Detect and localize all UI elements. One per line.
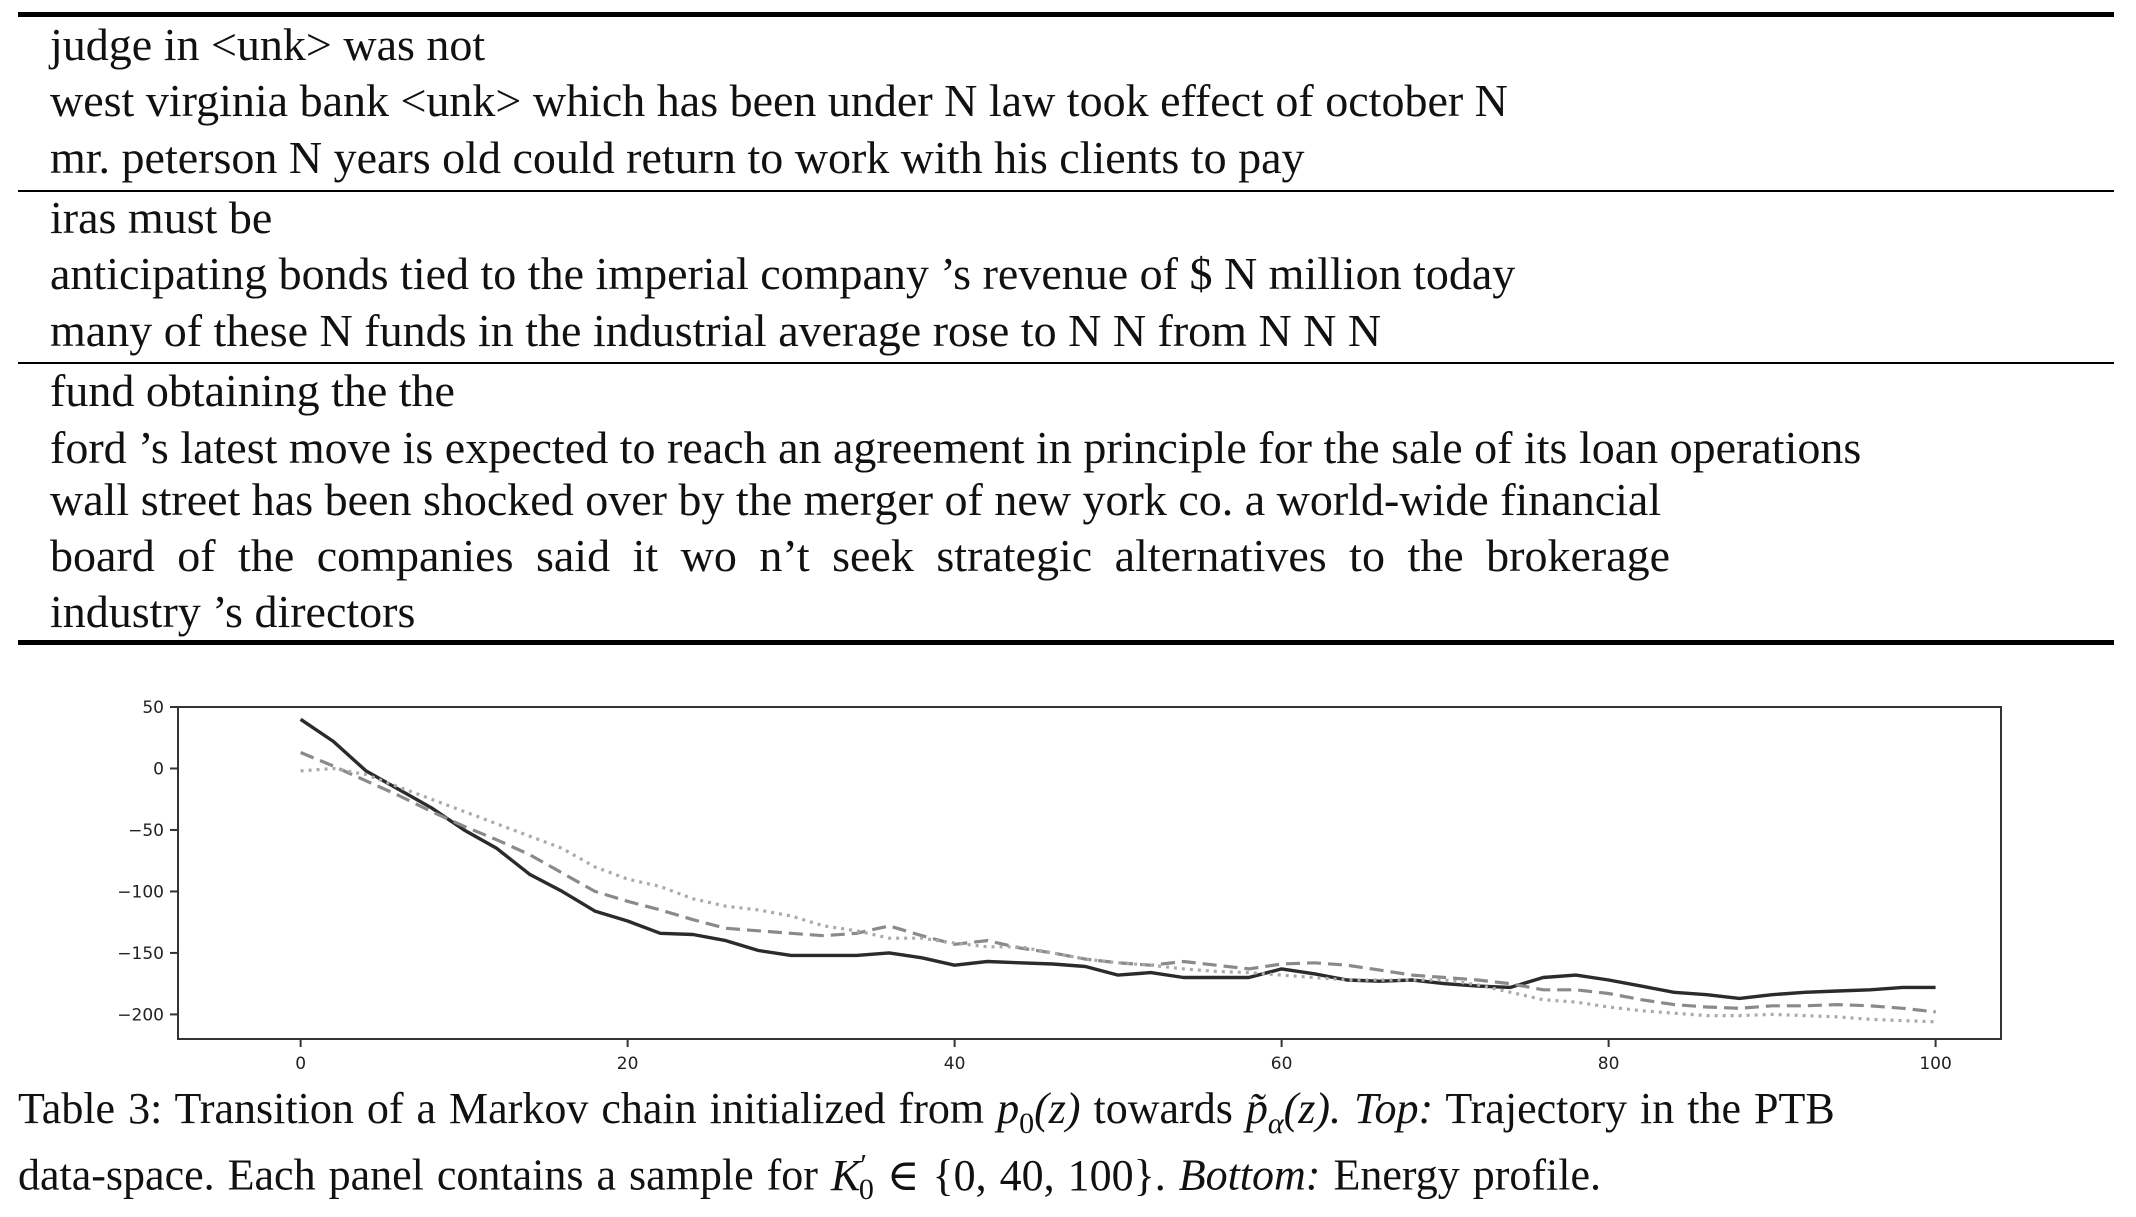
caption-text: data-space. Each panel contains a sample… [18, 1150, 818, 1200]
math-ptilde: p̃α(z). [1245, 1084, 1342, 1140]
series-layer [299, 717, 1936, 1024]
y-tick-label: −50 [128, 821, 164, 841]
y-axis: 50 0 −50 −100 −150 −200 [117, 698, 178, 1025]
x-tick-label: 20 [617, 1054, 639, 1070]
table-top-rule [18, 12, 2114, 17]
sample-line: iras must be [50, 192, 273, 243]
y-tick-label: 50 [142, 698, 164, 718]
x-tick-label: 100 [1919, 1054, 1951, 1070]
caption-top-label: Top: [1354, 1084, 1434, 1133]
math-k0: K′0 ∈ {0, 40, 100}. [830, 1148, 1166, 1207]
energy-profile-chart: 50 0 −50 −100 −150 −200 0 20 40 60 80 100 [117, 698, 2002, 1070]
caption-text: Energy profile. [1333, 1150, 1602, 1200]
sample-line: ford ’s latest move is expected to reach… [50, 422, 1862, 473]
table-bottom-rule [18, 640, 2114, 645]
sample-line: board of the companies said it wo n’t se… [50, 530, 1671, 581]
y-tick-label: 0 [153, 759, 164, 779]
panel-separator [18, 190, 2114, 192]
caption-line-1: Table 3: Transition of a Markov chain in… [18, 1082, 1835, 1151]
math-p0: p0(z) [997, 1084, 1081, 1140]
series-line-dotted [300, 766, 1936, 1024]
caption-text: Transition of a Markov chain initialized… [174, 1084, 985, 1133]
sample-line: industry ’s directors [50, 586, 416, 637]
sample-line: fund obtaining the the [50, 365, 455, 416]
sample-line: anticipating bonds tied to the imperial … [50, 248, 1516, 299]
sample-line: wall street has been shocked over by the… [50, 474, 1662, 525]
panel-separator [18, 362, 2114, 364]
sample-line: mr. peterson N years old could return to… [50, 132, 1305, 183]
sample-line: west virginia bank <unk> which has been … [50, 75, 1508, 126]
y-tick-label: −150 [117, 944, 164, 964]
x-tick-label: 40 [944, 1054, 966, 1070]
plot-frame [177, 706, 2002, 1040]
x-axis: 0 20 40 60 80 100 [295, 1039, 1952, 1070]
x-tick-label: 60 [1271, 1054, 1293, 1070]
series-line-dashed [299, 751, 1936, 1014]
y-tick-label: −200 [117, 1005, 164, 1025]
series-line-solid [299, 717, 1936, 1001]
caption-line-2: data-space. Each panel contains a sample… [18, 1138, 1601, 1217]
y-tick-label: −100 [117, 882, 164, 902]
sample-line: judge in <unk> was not [50, 19, 486, 70]
x-tick-label: 80 [1598, 1054, 1620, 1070]
caption-text: towards [1093, 1084, 1233, 1133]
caption-text: Trajectory in the PTB [1445, 1084, 1835, 1133]
caption-bottom-label: Bottom: [1178, 1150, 1321, 1200]
caption-label: Table 3: [18, 1084, 163, 1133]
sample-line: many of these N funds in the industrial … [50, 305, 1382, 356]
x-tick-label: 0 [295, 1054, 306, 1070]
